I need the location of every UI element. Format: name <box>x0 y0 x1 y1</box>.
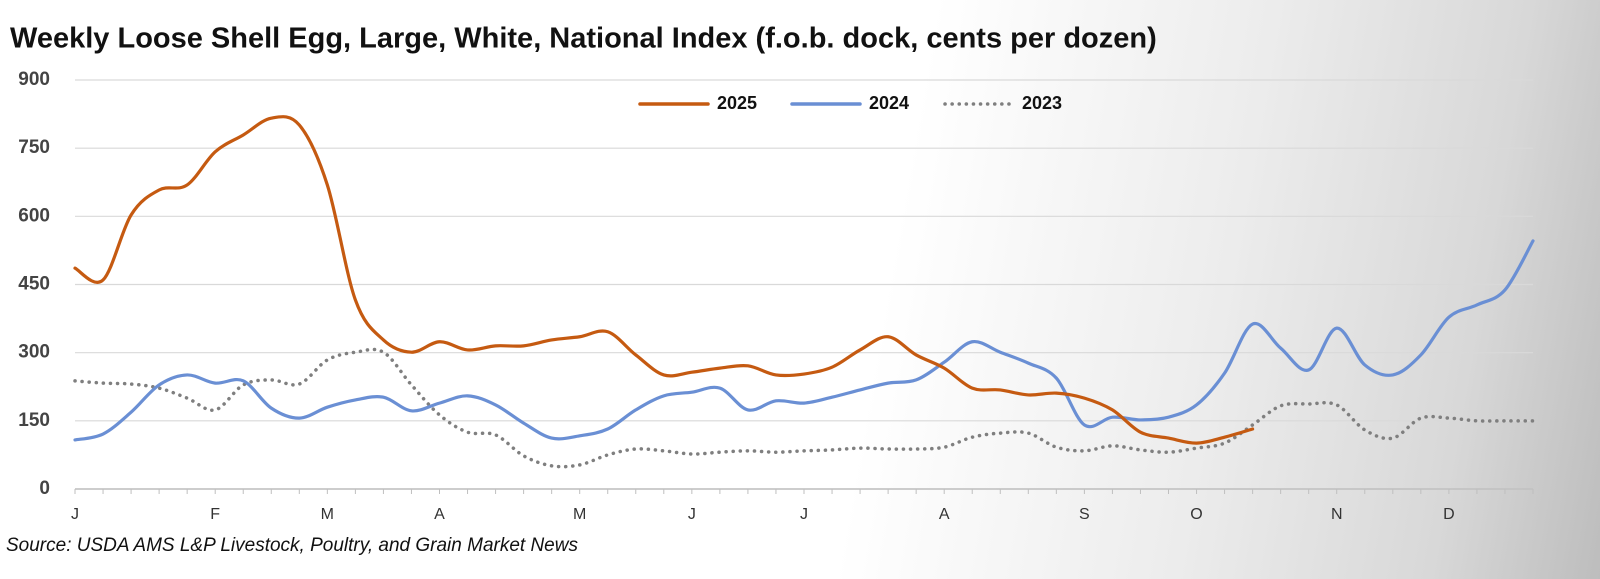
x-tick-label: A <box>434 506 445 523</box>
y-tick-label: 150 <box>18 410 50 431</box>
x-tick-label: M <box>573 506 586 523</box>
x-tick-label: D <box>1443 506 1455 523</box>
x-tick-label: M <box>321 506 334 523</box>
x-tick-label: A <box>939 506 950 523</box>
legend-label: 2025 <box>717 93 757 113</box>
series-line <box>73 239 1535 442</box>
x-tick-label: F <box>210 506 220 523</box>
legend-label: 2023 <box>1022 93 1062 113</box>
x-tick-label: J <box>688 506 696 523</box>
y-tick-label: 450 <box>18 274 50 295</box>
x-tick-label: S <box>1079 506 1090 523</box>
x-tick-label: J <box>800 506 808 523</box>
y-tick-label: 600 <box>18 205 50 226</box>
x-tick-label: N <box>1331 506 1343 523</box>
chart-title: Weekly Loose Shell Egg, Large, White, Na… <box>10 23 1157 55</box>
y-tick-label: 900 <box>18 69 50 90</box>
series-line <box>73 347 1535 469</box>
x-tick-label: O <box>1190 506 1202 523</box>
source-note: Source: USDA AMS L&P Livestock, Poultry,… <box>6 535 578 556</box>
x-tick-label: J <box>71 506 79 523</box>
y-tick-label: 0 <box>39 478 50 499</box>
legend-label: 2024 <box>869 93 909 113</box>
series-line <box>73 115 1255 445</box>
y-tick-label: 750 <box>18 137 50 158</box>
y-tick-label: 300 <box>18 342 50 363</box>
